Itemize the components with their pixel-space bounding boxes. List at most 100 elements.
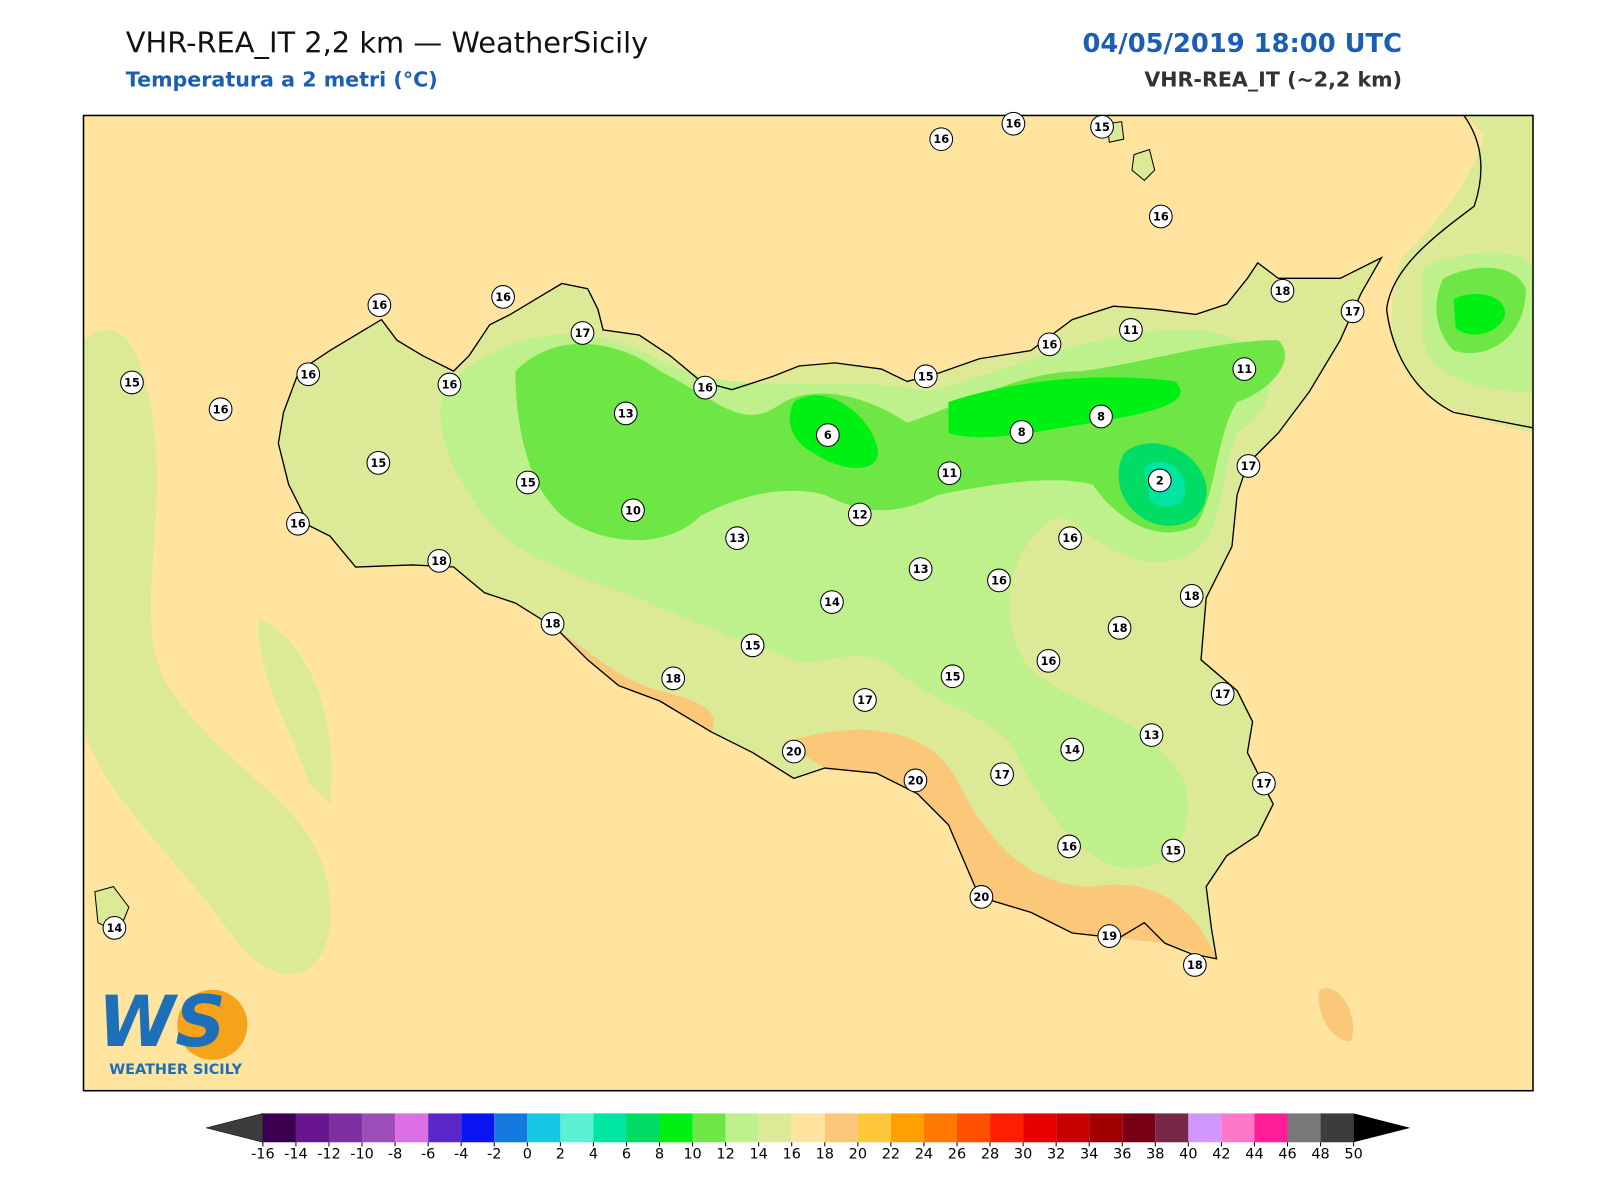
station-value: 18 — [431, 554, 447, 568]
map-frame — [82, 114, 1534, 1092]
coastline — [277, 256, 1384, 960]
station-value: 15 — [945, 669, 961, 683]
colorbar-box — [428, 1113, 462, 1143]
colorbar-tick-label: 34 — [1080, 1147, 1098, 1163]
station-marker — [908, 557, 933, 581]
colorbar-box — [758, 1113, 792, 1143]
date: 04/05/2019 18:00 UTC — [1082, 29, 1402, 59]
station-marker — [781, 739, 806, 764]
colorbar-tick-label: -14 — [284, 1147, 308, 1163]
warm-area — [1318, 988, 1354, 1042]
colorbar-tick-label: 36 — [1113, 1147, 1131, 1163]
station-marker — [1036, 648, 1061, 673]
station-value: 16 — [1061, 839, 1077, 853]
station-marker — [427, 548, 452, 573]
station-marker — [740, 633, 765, 658]
station-value: 16 — [1041, 654, 1057, 668]
station-marker — [1270, 278, 1295, 303]
colorbar-tick-label: 28 — [981, 1147, 999, 1163]
station-value: 16 — [1006, 117, 1022, 131]
station-marker — [367, 293, 392, 318]
station-value: 16 — [933, 132, 949, 146]
colorbar-tick-label: 26 — [948, 1147, 966, 1163]
model: VHR-REA_IT (~2,2 km) — [1144, 67, 1402, 91]
colorbar-box — [362, 1113, 396, 1143]
colorbar-box — [295, 1113, 329, 1143]
colorbar-tick-label: 46 — [1278, 1147, 1296, 1163]
colorbar-tick-label: 50 — [1344, 1147, 1362, 1163]
colorbar-tick-label: -8 — [388, 1147, 402, 1163]
station-value: 11 — [942, 466, 958, 480]
colorbar-tick-label: 16 — [783, 1147, 801, 1163]
station-marker — [437, 372, 462, 397]
station-marker — [940, 664, 965, 689]
station-value: 11 — [1236, 362, 1252, 376]
station-value: 16 — [697, 381, 713, 395]
colorbar-box — [1056, 1113, 1090, 1143]
station-marker — [491, 285, 515, 309]
station-marker — [296, 362, 321, 387]
station-marker — [1060, 737, 1085, 762]
station-marker — [1009, 420, 1034, 444]
colorbar-box — [659, 1113, 693, 1143]
station-marker — [621, 498, 645, 523]
colorbar-tick-label: 4 — [589, 1147, 598, 1163]
logo-name: WEATHER SICILY — [109, 1062, 242, 1078]
station-value: 15 — [918, 369, 934, 383]
station-marker — [1210, 681, 1235, 706]
station-value: 16 — [213, 402, 229, 416]
station-marker — [570, 321, 595, 345]
colorbar-box — [956, 1113, 991, 1143]
colorbar-tick-label: 32 — [1047, 1147, 1065, 1163]
colorbar-tick-label: 44 — [1245, 1147, 1263, 1163]
station-value: 17 — [994, 767, 1010, 781]
station-marker — [1090, 114, 1114, 139]
station-marker — [1182, 953, 1207, 977]
station-marker — [1037, 332, 1062, 357]
station-value: 20 — [974, 890, 990, 904]
colorbar-box — [626, 1113, 660, 1143]
colorbar-box — [1221, 1113, 1255, 1143]
station-value: 18 — [665, 671, 681, 685]
station-marker — [815, 423, 840, 447]
station-marker — [1252, 771, 1276, 796]
station-value: 15 — [1165, 844, 1181, 858]
colorbar-box — [824, 1113, 858, 1143]
colorbar-tick-label: 38 — [1146, 1147, 1164, 1163]
logo-sun — [177, 989, 248, 1060]
station-marker — [853, 688, 877, 712]
station-marker — [1107, 615, 1132, 640]
colorbar-tick-label: 20 — [849, 1147, 867, 1163]
station-marker — [120, 370, 144, 395]
station-value: 18 — [545, 617, 561, 631]
sea-cool — [257, 618, 332, 805]
station-value: 10 — [625, 503, 641, 517]
warm-area — [783, 729, 1217, 959]
station-value: 16 — [300, 367, 316, 381]
station-marker — [1232, 357, 1257, 381]
station-value: 13 — [618, 406, 634, 420]
station-value: 16 — [495, 290, 511, 304]
colorbar-tick-label: 22 — [882, 1147, 900, 1163]
station-value: 16 — [1042, 337, 1058, 351]
colorbar-tick-label: -4 — [454, 1147, 468, 1163]
colorbar-box — [990, 1113, 1024, 1143]
station-value: 13 — [1144, 728, 1160, 742]
station-marker — [725, 526, 749, 550]
station-marker — [102, 915, 127, 940]
station-marker — [987, 568, 1011, 593]
station-marker — [661, 666, 686, 691]
colorbar-box — [560, 1113, 594, 1143]
colorbar: -16 -14 -12 -10 -8 -6 -4 -2 0 2 4 6 8 10 12 14 16 18 20 22 2… — [206, 1113, 1411, 1163]
station-value: 18 — [1184, 589, 1200, 603]
station-marker — [1119, 318, 1143, 342]
station-value: 16 — [1153, 210, 1169, 224]
colorbar-box — [890, 1113, 924, 1143]
station-value: 18 — [1187, 958, 1203, 972]
station-marker — [929, 127, 954, 152]
title: VHR-REA_IT 2,2 km — WeatherSicily — [126, 25, 648, 59]
colorbar-box — [328, 1113, 363, 1143]
station-value: 16 — [991, 573, 1007, 587]
colorbar-box — [395, 1113, 429, 1143]
